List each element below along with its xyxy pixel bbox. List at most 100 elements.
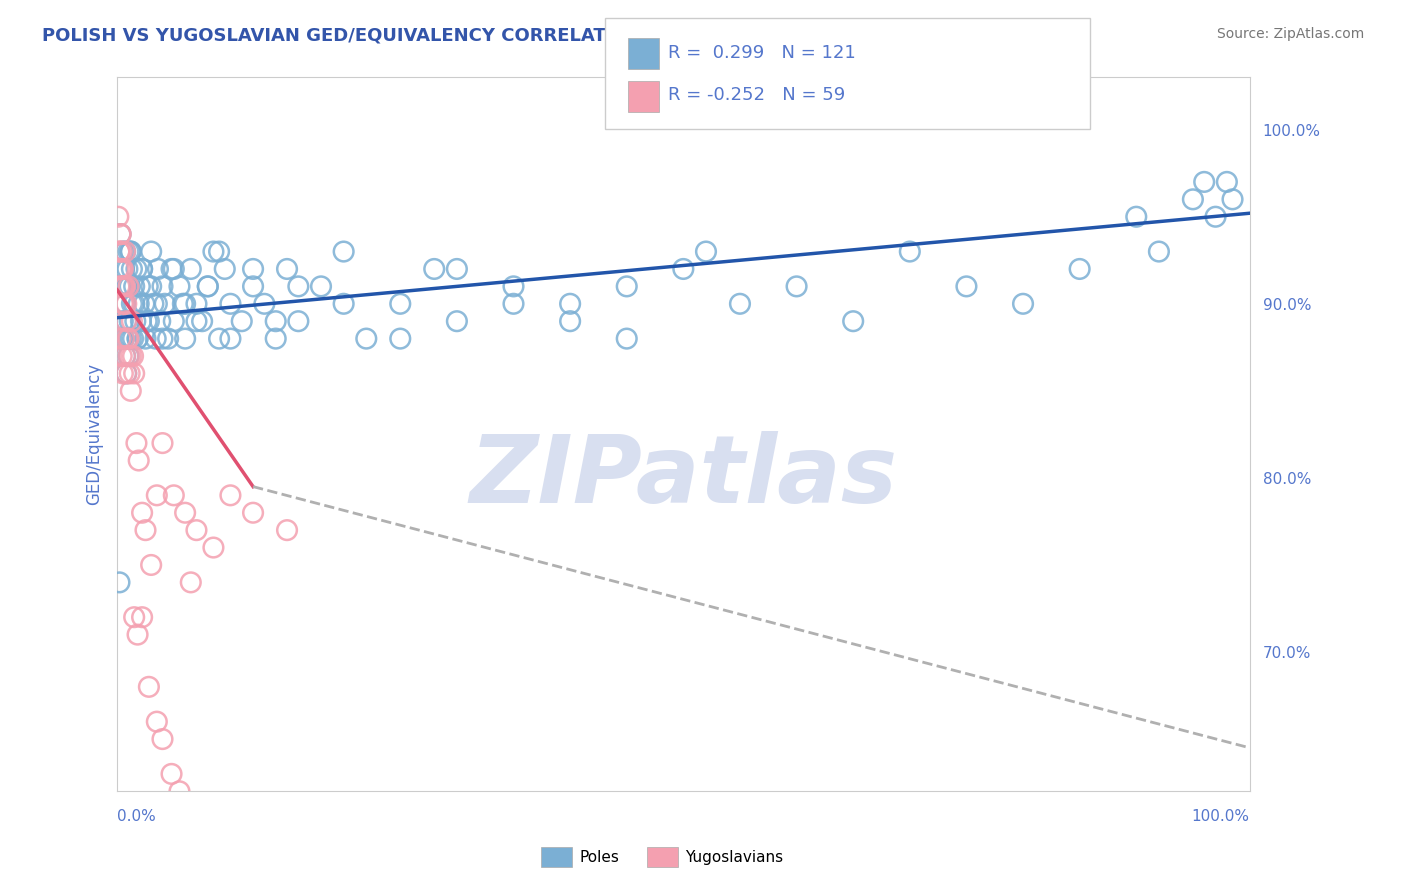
Point xyxy=(111,314,134,328)
Point xyxy=(121,297,143,311)
Point xyxy=(728,297,751,311)
Point xyxy=(110,262,132,277)
Point xyxy=(138,680,160,694)
Text: R =  0.299   N = 121: R = 0.299 N = 121 xyxy=(668,44,856,62)
Point xyxy=(152,436,174,450)
Point xyxy=(111,262,134,277)
Point xyxy=(174,332,197,346)
Point xyxy=(149,314,172,328)
Point xyxy=(160,767,183,781)
Point xyxy=(842,314,865,328)
Point xyxy=(141,558,163,572)
Point xyxy=(112,262,135,277)
Point xyxy=(157,332,180,346)
Point xyxy=(131,262,153,277)
Point xyxy=(242,506,264,520)
Point xyxy=(616,279,638,293)
Point xyxy=(110,227,132,241)
Point xyxy=(127,627,149,641)
Point xyxy=(108,575,131,590)
Point xyxy=(146,297,169,311)
Point xyxy=(163,314,186,328)
Point xyxy=(169,279,191,293)
Point xyxy=(174,297,197,311)
Point xyxy=(202,244,225,259)
Point xyxy=(446,262,468,277)
Point xyxy=(152,332,174,346)
Point xyxy=(1069,262,1091,277)
Point xyxy=(214,262,236,277)
Point xyxy=(112,262,135,277)
Point xyxy=(1192,175,1215,189)
Point xyxy=(287,314,309,328)
Point xyxy=(117,332,139,346)
Point xyxy=(114,297,136,311)
Point xyxy=(120,244,142,259)
Point xyxy=(264,332,287,346)
Point xyxy=(169,784,191,798)
Point xyxy=(389,297,412,311)
Point xyxy=(114,279,136,293)
Point xyxy=(1147,244,1170,259)
Point xyxy=(114,349,136,363)
Point xyxy=(127,332,149,346)
Point xyxy=(1181,192,1204,206)
Point xyxy=(122,610,145,624)
Point xyxy=(117,349,139,363)
Point xyxy=(152,279,174,293)
Point xyxy=(174,506,197,520)
Point xyxy=(242,279,264,293)
Point xyxy=(114,244,136,259)
Point xyxy=(122,332,145,346)
Point xyxy=(146,488,169,502)
Point xyxy=(208,332,231,346)
Point xyxy=(125,436,148,450)
Point xyxy=(117,332,139,346)
Point xyxy=(120,332,142,346)
Point xyxy=(111,297,134,311)
Point xyxy=(332,297,354,311)
Point xyxy=(107,262,129,277)
Point xyxy=(131,506,153,520)
Point xyxy=(117,244,139,259)
Point xyxy=(219,332,242,346)
Point xyxy=(131,610,153,624)
Point xyxy=(264,314,287,328)
Point xyxy=(672,262,695,277)
Point xyxy=(163,488,186,502)
Point xyxy=(111,279,134,293)
Point xyxy=(112,297,135,311)
Point xyxy=(131,262,153,277)
Point xyxy=(117,349,139,363)
Point xyxy=(332,244,354,259)
Point xyxy=(558,314,581,328)
Point xyxy=(172,297,194,311)
Point xyxy=(423,262,446,277)
Text: ZIPatlas: ZIPatlas xyxy=(470,431,897,524)
Point xyxy=(253,297,276,311)
Point xyxy=(117,262,139,277)
Point xyxy=(128,297,150,311)
Point xyxy=(219,488,242,502)
Point xyxy=(389,332,412,346)
Point xyxy=(208,244,231,259)
Point xyxy=(124,314,146,328)
Point xyxy=(134,297,156,311)
Point xyxy=(115,367,138,381)
Point xyxy=(138,314,160,328)
Point xyxy=(1222,192,1244,206)
Point xyxy=(191,314,214,328)
Point xyxy=(276,262,298,277)
Point xyxy=(446,314,468,328)
Point xyxy=(127,332,149,346)
Point xyxy=(125,262,148,277)
Point xyxy=(120,244,142,259)
Point xyxy=(163,262,186,277)
Point xyxy=(117,332,139,346)
Point xyxy=(122,367,145,381)
Point xyxy=(231,314,253,328)
Point xyxy=(112,279,135,293)
Point xyxy=(114,244,136,259)
Point xyxy=(111,332,134,346)
Text: 0.0%: 0.0% xyxy=(117,809,156,824)
